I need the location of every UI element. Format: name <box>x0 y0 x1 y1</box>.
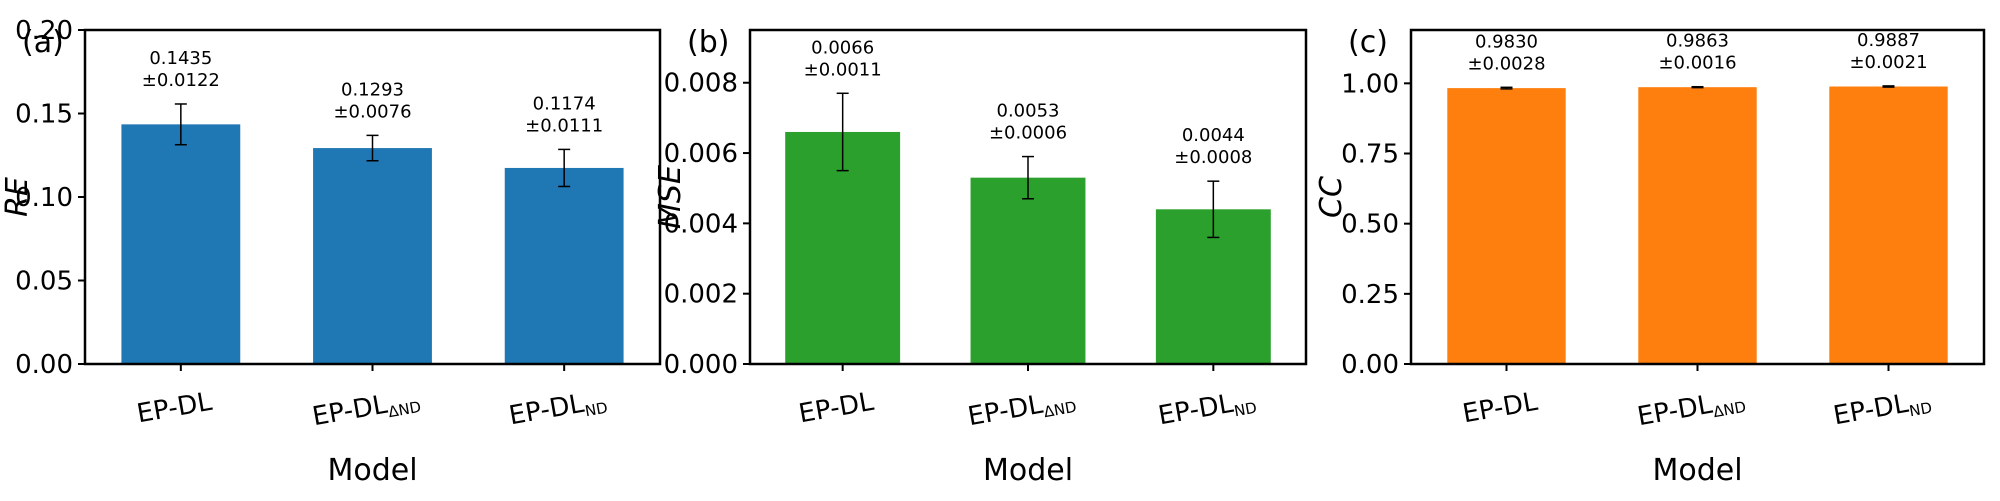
panel-1-error-label: ±0.0076 <box>333 101 411 122</box>
panel-1-y-tick-label: 0.00 <box>15 350 73 380</box>
panel-2-plot-frame <box>748 28 1308 366</box>
panel-1-x-tick-label-sub: ΔND <box>387 398 423 421</box>
panel-2-error-label: ±0.0006 <box>989 123 1067 144</box>
panel-2-x-tick-label-main: EP-DL <box>966 390 1046 433</box>
panel-3-error-label: ±0.0016 <box>1658 53 1736 74</box>
panel-1-y-axis-label: RE <box>0 177 35 217</box>
panel-1-value-label: 0.1293 <box>341 79 404 100</box>
panel-2-error-label: ±0.0011 <box>804 59 882 80</box>
panel-3-x-tick-label: EP-DLΔND <box>1635 384 1747 434</box>
panel-3-x-tick-label: EP-DL <box>1460 387 1540 430</box>
panel-2-y-axis-label: MSE <box>653 165 688 229</box>
panel-3-bar <box>1638 87 1757 364</box>
panel-3-y-tick-label: 0.75 <box>1341 139 1399 169</box>
panel-2-bar <box>970 177 1086 364</box>
panel-2-x-tick-label-sub: ΔND <box>1042 398 1078 421</box>
panel-3-error-label: ±0.0021 <box>1849 52 1927 73</box>
panel-2-value-label: 0.0044 <box>1182 125 1245 146</box>
panel-1-x-tick-label-main: EP-DL <box>507 389 587 432</box>
panel-3-bar <box>1829 86 1948 364</box>
panel-3-y-tick-label: 1.00 <box>1341 69 1399 99</box>
panel-3-x-tick-label-main: EP-DL <box>1460 387 1540 430</box>
panel-2-x-tick-label-sub: ND <box>1233 399 1259 421</box>
panel-2-x-tick-label-main: EP-DL <box>1156 389 1236 432</box>
panel-1-x-tick-label-sub: ND <box>584 399 610 421</box>
panel-2-x-axis-label: Model <box>983 453 1073 488</box>
panel-3-x-tick-label-sub: ND <box>1908 399 1934 421</box>
panel-1-x-tick-label-main: EP-DL <box>135 387 215 430</box>
panel-2-y-tick-label: 0.008 <box>664 69 738 99</box>
panel-3-value-label: 0.9863 <box>1666 31 1729 52</box>
panel-1-plot-frame <box>83 28 662 366</box>
panel-3-x-tick-label: EP-DLND <box>1831 385 1933 434</box>
panel-2-value-label: 0.0066 <box>811 37 874 58</box>
panel-2-y-tick-label: 0.000 <box>664 350 738 380</box>
panel-1-y-tick-label: 0.15 <box>15 100 73 130</box>
panel-1-x-tick-label: EP-DLΔND <box>310 384 422 434</box>
panel-3-x-tick-label-sub: ΔND <box>1712 398 1748 421</box>
panel-1-bar <box>313 148 432 364</box>
panel-2-x-tick-label-main: EP-DL <box>797 387 877 430</box>
panel-1-panel-label: (a) <box>22 25 64 60</box>
panel-1-x-axis-label: Model <box>327 453 417 488</box>
panel-3-y-tick-label: 0.25 <box>1341 280 1399 310</box>
panel-1-value-label: 0.1435 <box>149 48 212 69</box>
panel-2-y-tick-label: 0.002 <box>664 280 738 310</box>
panel-1-bar <box>504 167 624 364</box>
panel-3-error-label: ±0.0028 <box>1467 53 1545 74</box>
panel-1-x-tick-label-main: EP-DL <box>310 390 390 433</box>
panel-1-error-label: ±0.0122 <box>142 70 220 91</box>
panel-1-x-tick-label: EP-DL <box>135 387 215 430</box>
panel-3-y-tick-label: 0.50 <box>1341 210 1399 240</box>
panel-3-x-tick-label-main: EP-DL <box>1831 389 1911 432</box>
panel-1-y-tick-label: 0.10 <box>15 183 73 213</box>
panel-2-x-tick-label: EP-DLΔND <box>966 384 1078 434</box>
panel-1-value-label: 0.1174 <box>533 93 596 114</box>
panel-2-panel-label: (b) <box>687 25 729 60</box>
panel-1-y-tick-label: 0.05 <box>15 267 73 297</box>
panel-2-y-tick-label: 0.006 <box>664 139 738 169</box>
panel-3-y-axis-label: CC <box>1314 176 1349 218</box>
panel-2-y-tick-label: 0.004 <box>664 209 738 239</box>
panel-1-x-tick-label: EP-DLND <box>507 385 609 434</box>
panel-2-value-label: 0.0053 <box>997 101 1060 122</box>
panel-3-plot-frame <box>1409 28 1986 366</box>
panel-2-x-tick-label: EP-DLND <box>1156 385 1258 434</box>
panel-1-error-label: ±0.0111 <box>525 115 603 136</box>
panel-2-error-label: ±0.0008 <box>1174 147 1252 168</box>
panel-3-value-label: 0.9887 <box>1857 30 1920 51</box>
panel-3-x-axis-label: Model <box>1652 453 1742 488</box>
panel-3-y-tick-label: 0.00 <box>1341 350 1399 380</box>
panel-3-bar <box>1447 88 1566 365</box>
panel-3-panel-label: (c) <box>1348 25 1388 60</box>
panel-2-x-tick-label: EP-DL <box>797 387 877 430</box>
panel-1-bar <box>121 124 241 364</box>
panel-3-value-label: 0.9830 <box>1475 31 1538 52</box>
panel-1-y-tick-label: 0.20 <box>15 16 73 46</box>
panel-3-x-tick-label-main: EP-DL <box>1635 390 1715 433</box>
